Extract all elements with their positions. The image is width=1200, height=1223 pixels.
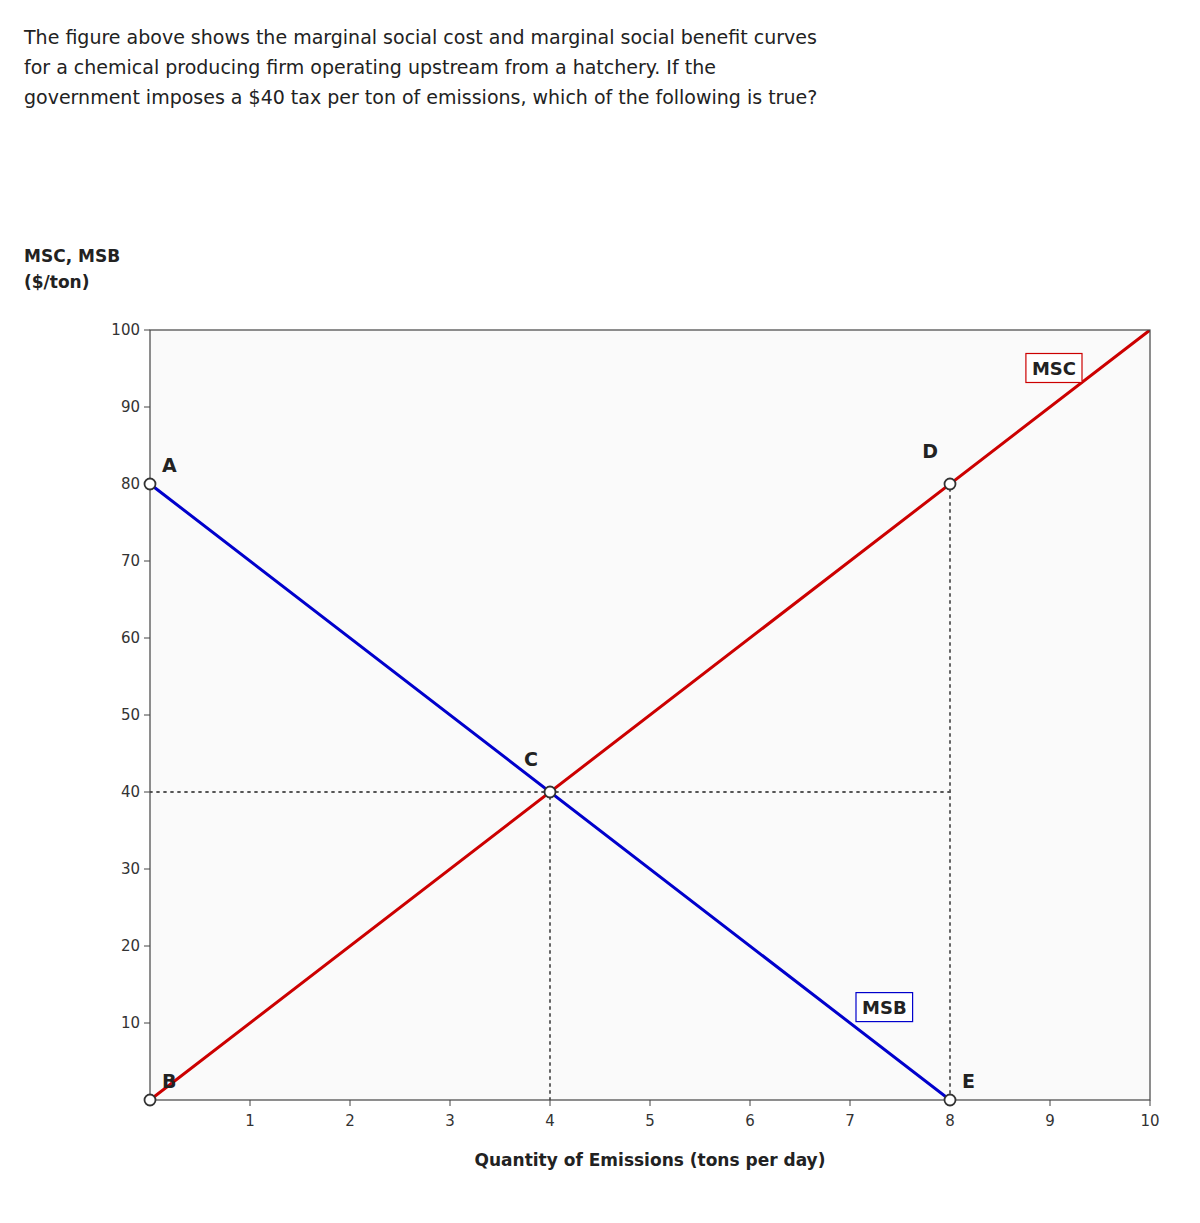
- y-tick-label: 80: [121, 475, 140, 493]
- series-label-box: [1026, 354, 1082, 383]
- x-tick: [650, 1100, 651, 1106]
- x-axis-label: Quantity of Emissions (tons per day): [475, 1150, 826, 1170]
- chart: The figure above shows the marginal soci…: [0, 0, 1200, 1223]
- plot-frame: [150, 330, 1150, 1100]
- y-tick: [144, 1023, 150, 1024]
- plot-area: [150, 330, 1150, 1100]
- x-tick-label: 2: [345, 1112, 355, 1130]
- point-marker: [945, 1095, 956, 1106]
- y-axis-label: ($/ton): [24, 272, 90, 292]
- y-tick-label: 100: [111, 321, 140, 339]
- point-label: D: [922, 440, 938, 462]
- point-marker: [145, 1095, 156, 1106]
- y-tick-label: 90: [121, 398, 140, 416]
- title: government imposes a $40 tax per ton of …: [24, 86, 817, 108]
- y-tick: [144, 946, 150, 947]
- x-tick: [350, 1100, 351, 1106]
- reference-line: [949, 484, 951, 1100]
- point-label: B: [162, 1070, 176, 1092]
- x-tick-label: 1: [245, 1112, 255, 1130]
- y-tick-label: 70: [121, 552, 140, 570]
- y-tick: [144, 330, 150, 331]
- point-marker: [545, 787, 556, 798]
- x-tick-label: 5: [645, 1112, 655, 1130]
- series-label-box: [856, 993, 913, 1022]
- x-tick: [750, 1100, 751, 1106]
- x-tick: [550, 1100, 551, 1106]
- y-tick: [144, 561, 150, 562]
- y-tick: [144, 715, 150, 716]
- y-tick-label: 60: [121, 629, 140, 647]
- y-tick: [144, 407, 150, 408]
- point-marker: [945, 479, 956, 490]
- x-tick: [1050, 1100, 1051, 1106]
- x-tick-label: 7: [845, 1112, 855, 1130]
- y-tick-label: 10: [121, 1014, 140, 1032]
- y-axis-label: MSC, MSB: [24, 246, 120, 266]
- point-label: A: [162, 454, 177, 476]
- series-line: [150, 330, 1150, 1100]
- y-tick-label: 50: [121, 706, 140, 724]
- series-label-group: MSC: [1026, 354, 1082, 383]
- x-tick: [850, 1100, 851, 1106]
- y-tick-label: 40: [121, 783, 140, 801]
- title: The figure above shows the marginal soci…: [23, 26, 817, 48]
- x-tick: [1150, 1100, 1151, 1106]
- y-tick-label: 30: [121, 860, 140, 878]
- x-tick: [450, 1100, 451, 1106]
- y-tick-label: 20: [121, 937, 140, 955]
- reference-line: [549, 792, 551, 1100]
- x-tick-label: 8: [945, 1112, 955, 1130]
- point-label: E: [962, 1070, 975, 1092]
- series-label-group: MSB: [856, 993, 913, 1022]
- x-tick-label: 3: [445, 1112, 455, 1130]
- x-tick-label: 4: [545, 1112, 555, 1130]
- x-tick: [250, 1100, 251, 1106]
- point-label: C: [524, 748, 538, 770]
- point-marker: [145, 479, 156, 490]
- x-tick-label: 6: [745, 1112, 755, 1130]
- x-tick-label: 9: [1045, 1112, 1055, 1130]
- title: for a chemical producing firm operating …: [24, 56, 716, 78]
- y-tick: [144, 792, 150, 793]
- series-label: MSB: [862, 997, 907, 1018]
- series-label: MSC: [1032, 358, 1076, 379]
- y-tick: [144, 869, 150, 870]
- y-tick: [144, 638, 150, 639]
- x-tick-label: 10: [1140, 1112, 1159, 1130]
- plot-marks: [150, 330, 1150, 1100]
